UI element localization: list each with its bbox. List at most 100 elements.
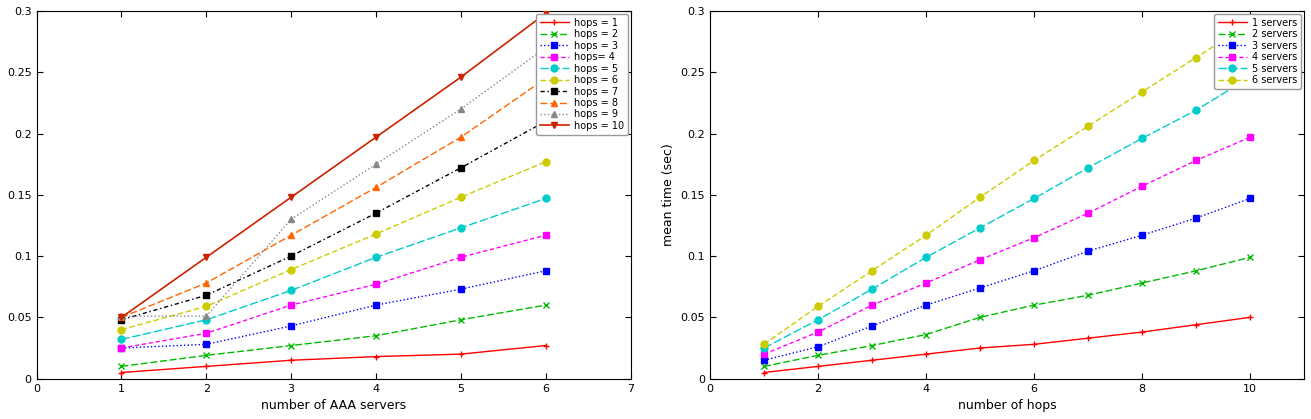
5 servers <box>864 287 880 292</box>
1 servers <box>1188 322 1203 327</box>
hops = 8 <box>283 233 299 238</box>
hops = 6 <box>114 327 130 332</box>
hops = 6 <box>538 159 553 164</box>
hops = 6 <box>283 267 299 272</box>
6 servers <box>756 342 772 347</box>
hops = 9 <box>283 217 299 222</box>
6 servers <box>810 304 826 309</box>
hops = 2 <box>454 317 469 322</box>
4 servers <box>1188 158 1203 163</box>
hops = 8 <box>454 134 469 140</box>
3 servers <box>1243 196 1259 201</box>
2 servers <box>1188 268 1203 273</box>
Line: hops = 5: hops = 5 <box>118 195 549 343</box>
Legend: hops = 1, hops = 2, hops = 3, hops= 4, hops = 5, hops = 6, hops = 7, hops = 8, h: hops = 1, hops = 2, hops = 3, hops= 4, h… <box>536 14 628 135</box>
3 servers <box>918 303 933 308</box>
3 servers <box>973 285 988 290</box>
hops= 4 <box>114 346 130 351</box>
1 servers <box>810 364 826 369</box>
5 servers <box>1188 108 1203 113</box>
hops = 6 <box>368 232 384 237</box>
1 servers <box>1134 330 1150 335</box>
2 servers <box>918 332 933 337</box>
hops = 3 <box>368 303 384 308</box>
Line: hops = 10: hops = 10 <box>118 10 549 321</box>
5 servers <box>810 317 826 322</box>
2 servers <box>1243 255 1259 260</box>
4 servers <box>1134 184 1150 189</box>
X-axis label: number of AAA servers: number of AAA servers <box>261 399 406 412</box>
hops = 9 <box>454 106 469 111</box>
hops= 4 <box>368 282 384 287</box>
4 servers <box>1243 134 1259 140</box>
hops = 3 <box>454 287 469 292</box>
Line: hops = 3: hops = 3 <box>118 268 548 351</box>
hops = 5 <box>114 337 130 342</box>
Line: 3 servers: 3 servers <box>762 196 1253 363</box>
hops = 9 <box>114 313 130 318</box>
hops = 2 <box>283 343 299 348</box>
hops = 7 <box>283 253 299 259</box>
hops = 1 <box>538 343 553 348</box>
5 servers <box>756 346 772 351</box>
4 servers <box>918 281 933 286</box>
hops = 5 <box>368 255 384 260</box>
1 servers <box>1027 342 1042 347</box>
hops = 5 <box>538 196 553 201</box>
Line: 5 servers: 5 servers <box>760 74 1253 352</box>
1 servers <box>864 358 880 363</box>
1 servers <box>973 346 988 351</box>
6 servers <box>1080 124 1096 129</box>
hops = 2 <box>368 333 384 338</box>
hops = 5 <box>283 288 299 293</box>
hops= 4 <box>198 331 214 336</box>
5 servers <box>973 225 988 230</box>
hops = 3 <box>114 346 130 351</box>
Line: hops = 2: hops = 2 <box>118 302 549 370</box>
6 servers <box>1134 89 1150 94</box>
3 servers <box>756 358 772 363</box>
4 servers <box>973 257 988 262</box>
Line: hops = 9: hops = 9 <box>118 45 548 319</box>
hops = 9 <box>198 313 214 318</box>
hops = 10 <box>198 255 214 260</box>
hops = 8 <box>114 315 130 320</box>
Y-axis label: mean time (sec): mean time (sec) <box>662 143 675 246</box>
Line: 1 servers: 1 servers <box>760 314 1253 376</box>
5 servers <box>918 255 933 260</box>
6 servers <box>1188 55 1203 60</box>
Line: 2 servers: 2 servers <box>760 254 1253 370</box>
hops = 10 <box>368 134 384 140</box>
hops = 1 <box>198 364 214 369</box>
hops= 4 <box>283 303 299 308</box>
hops = 6 <box>198 304 214 309</box>
4 servers <box>756 352 772 357</box>
5 servers <box>1243 75 1259 80</box>
Line: hops= 4: hops= 4 <box>118 233 548 351</box>
hops = 7 <box>198 293 214 298</box>
1 servers <box>918 352 933 357</box>
hops = 9 <box>538 45 553 50</box>
hops = 7 <box>454 166 469 171</box>
Line: hops = 7: hops = 7 <box>118 119 548 323</box>
hops = 7 <box>368 211 384 216</box>
2 servers <box>1027 303 1042 308</box>
hops = 5 <box>198 317 214 322</box>
hops= 4 <box>454 255 469 260</box>
1 servers <box>1080 336 1096 341</box>
hops= 4 <box>538 233 553 238</box>
3 servers <box>1188 215 1203 220</box>
4 servers <box>1027 235 1042 240</box>
6 servers <box>918 233 933 238</box>
2 servers <box>756 364 772 369</box>
3 servers <box>1080 248 1096 253</box>
hops = 3 <box>538 268 553 273</box>
5 servers <box>1080 166 1096 171</box>
hops = 5 <box>454 225 469 230</box>
hops = 10 <box>538 11 553 16</box>
2 servers <box>1134 281 1150 286</box>
Line: 4 servers: 4 servers <box>762 134 1253 357</box>
hops = 8 <box>198 281 214 286</box>
hops = 2 <box>198 353 214 358</box>
Line: hops = 1: hops = 1 <box>118 342 549 376</box>
